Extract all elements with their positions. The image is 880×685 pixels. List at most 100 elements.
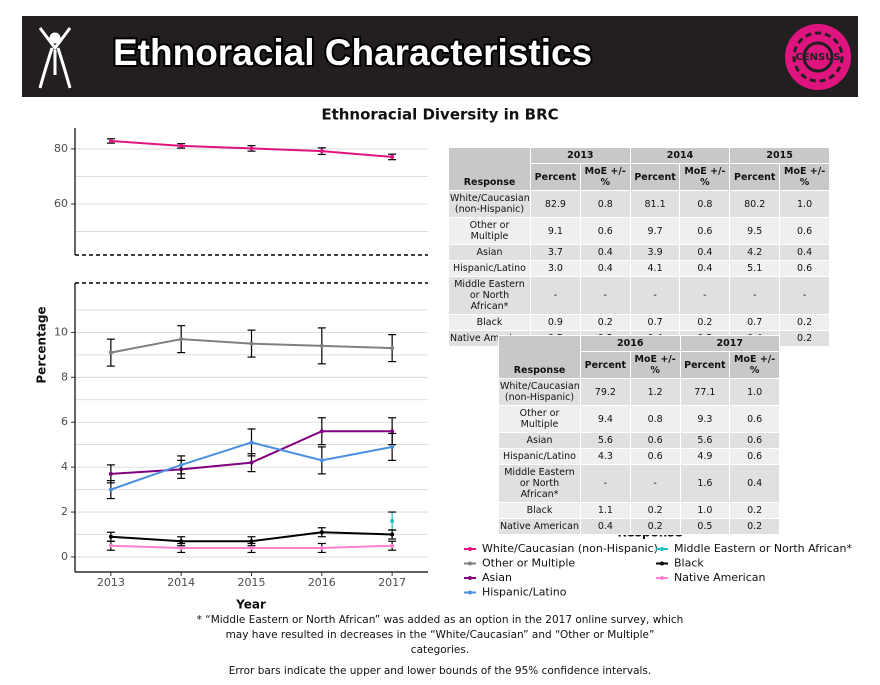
table-cell: 1.0 <box>779 190 830 218</box>
row-label: White/Caucasian (non-Hispanic) <box>498 378 581 406</box>
point <box>390 429 395 434</box>
row-label: Hispanic/Latino <box>448 260 531 277</box>
table-row: White/Caucasian (non-Hispanic) 82.9 0.8 81.… <box>448 190 830 218</box>
point <box>249 146 254 151</box>
point <box>108 534 113 539</box>
point <box>179 462 184 467</box>
table-row: Native American 0.4 0.2 0.5 0.2 <box>498 518 780 535</box>
legend-label: Hispanic/Latino <box>482 586 567 599</box>
data-table: Response 2013 2014 2015 Percent MoE +/- % Perc… <box>448 147 830 347</box>
table-cell: 1.0 <box>729 378 780 406</box>
year-header: 2014 <box>629 147 731 164</box>
table-row: Hispanic/Latino 3.0 0.4 4.1 0.4 5.1 0.6 <box>448 260 830 277</box>
x-axis-label: Year <box>235 598 266 612</box>
legend-swatch <box>468 590 472 595</box>
point <box>249 539 254 544</box>
table-cell: 0.7 <box>629 314 681 331</box>
table-row: White/Caucasian (non-Hispanic) 79.2 1.2 77.… <box>498 378 780 406</box>
table-cell: 81.1 <box>629 190 681 218</box>
x-tick-label: 2016 <box>308 576 336 589</box>
chart-title: Ethnoracial Diversity in BRC <box>321 106 558 124</box>
legend-label: Middle Eastern or North African* <box>674 542 852 555</box>
logo-text: CENSUS <box>795 52 840 63</box>
header-title: Ethnoracial Characteristics <box>113 32 592 73</box>
header-cell: Percent <box>530 163 581 191</box>
header-cell: MoE +/- % <box>629 351 681 379</box>
header-row: Response 2016 2017 <box>498 335 780 379</box>
table-cell: 0.8 <box>579 190 631 218</box>
legend-swatch <box>468 547 472 551</box>
header-cell: MoE +/- % <box>729 351 780 379</box>
header-cell: Response <box>448 147 531 191</box>
table-cell: 79.2 <box>580 378 631 406</box>
point <box>390 543 395 548</box>
table-cell: 4.9 <box>679 448 731 465</box>
table-cell: 0.4 <box>580 518 631 535</box>
x-tick-label: 2015 <box>238 576 266 589</box>
table-cell: 4.1 <box>629 260 681 277</box>
table-cell: 0.7 <box>729 314 781 331</box>
table-cell: 5.6 <box>580 432 631 449</box>
row-label: Other or Multiple <box>448 217 531 245</box>
row-label: Middle Eastern or North African* <box>448 276 531 315</box>
table-cell: 0.2 <box>679 314 731 331</box>
point <box>249 341 254 346</box>
legend-swatch <box>468 561 472 566</box>
table-cell: - <box>530 276 581 315</box>
x-tick-label: 2013 <box>97 576 125 589</box>
row-label: Native American <box>498 518 581 535</box>
table-cell: 0.4 <box>729 464 780 503</box>
header-row: Percent MoE +/- % Percent MoE +/- % Percent M… <box>449 163 830 191</box>
header-row: Response 2013 2014 2015 <box>448 147 830 191</box>
table-cell: 1.2 <box>629 378 681 406</box>
table-cell: - <box>629 464 681 503</box>
point <box>108 138 113 143</box>
notes: * “Middle Eastern or North African” was … <box>195 613 685 685</box>
y-axis-label: Percentage <box>35 306 49 383</box>
y-tick-label: 8 <box>61 370 68 383</box>
table-cell: 1.6 <box>679 464 731 503</box>
table-cell: 9.5 <box>729 217 781 245</box>
point <box>319 343 324 348</box>
point <box>249 460 254 465</box>
table-cell: 0.6 <box>729 405 780 433</box>
table-cell: 0.2 <box>729 518 780 535</box>
header-cell: Percent <box>580 351 631 379</box>
x-tick-label: 2017 <box>378 576 406 589</box>
x-tick-label: 2014 <box>167 576 195 589</box>
table-row: Other or Multiple 9.1 0.6 9.7 0.6 9.5 0.6 <box>448 217 830 245</box>
table-cell: 0.6 <box>779 260 830 277</box>
row-label: Other or Multiple <box>498 405 581 433</box>
year-header: 2013 <box>530 147 631 164</box>
table-cell: - <box>779 276 830 315</box>
year-header: 2017 <box>679 335 780 352</box>
header-cell: Response <box>498 335 581 379</box>
table-cell: 0.2 <box>729 502 780 519</box>
table-cell: 0.4 <box>779 244 830 261</box>
table-cell: 0.8 <box>629 405 681 433</box>
row-label: Hispanic/Latino <box>498 448 581 465</box>
table-cell: 0.2 <box>629 518 681 535</box>
table-cell: 80.2 <box>729 190 781 218</box>
table-cell: 0.6 <box>729 448 780 465</box>
table-cell: - <box>579 276 631 315</box>
table-row: Middle Eastern or North African* - - - - - - <box>448 276 830 315</box>
y-tick-label: 10 <box>54 325 68 338</box>
row-label: Black <box>448 314 531 331</box>
table-cell: 3.7 <box>530 244 581 261</box>
header-cell: Percent <box>729 163 781 191</box>
row-label: Middle Eastern or North African* <box>498 464 581 503</box>
table-cell: 9.7 <box>629 217 681 245</box>
y-tick-label: 4 <box>61 460 68 473</box>
point <box>390 444 395 449</box>
y-tick-label: 6 <box>61 415 68 428</box>
logo-figure <box>38 27 72 89</box>
row-label: Asian <box>448 244 531 261</box>
table-cell: 9.4 <box>580 405 631 433</box>
table-cell: 0.5 <box>679 518 731 535</box>
header-cell: MoE +/- % <box>679 163 731 191</box>
legend-swatch <box>660 561 664 566</box>
table: Response 2013 2014 2015 Percent MoE +/- % Perc… <box>448 147 830 347</box>
table-cell: 0.6 <box>729 432 780 449</box>
table-cell: 0.6 <box>629 432 681 449</box>
